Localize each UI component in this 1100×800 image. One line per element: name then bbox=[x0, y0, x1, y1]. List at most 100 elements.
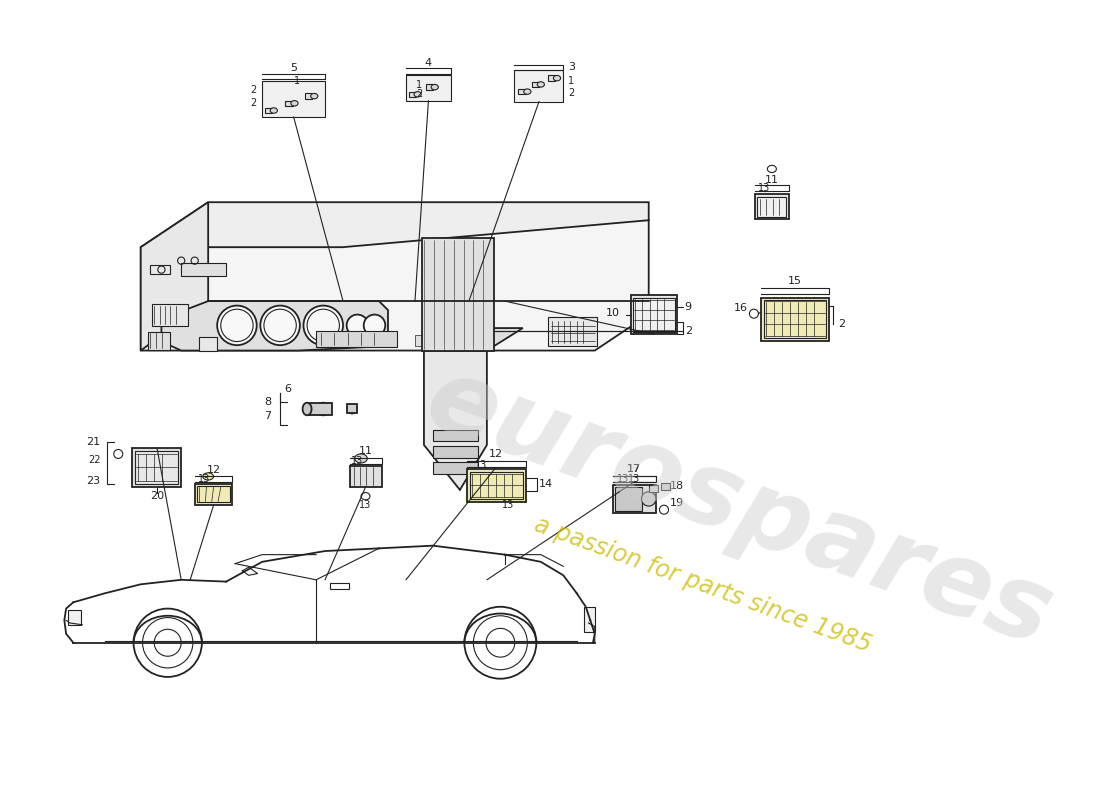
Text: 1: 1 bbox=[294, 76, 299, 86]
Bar bbox=[431, 335, 443, 346]
Bar bbox=[470, 472, 522, 499]
Text: 13: 13 bbox=[198, 474, 210, 484]
Text: 2: 2 bbox=[250, 85, 256, 95]
Circle shape bbox=[473, 616, 527, 670]
Ellipse shape bbox=[310, 94, 318, 99]
Ellipse shape bbox=[202, 473, 213, 480]
Text: 13: 13 bbox=[617, 474, 629, 484]
Bar bbox=[316, 330, 397, 347]
Ellipse shape bbox=[431, 85, 438, 90]
Bar bbox=[286, 101, 293, 106]
Ellipse shape bbox=[414, 92, 421, 97]
Bar bbox=[182, 263, 227, 276]
Text: 18: 18 bbox=[670, 482, 684, 491]
Bar bbox=[197, 486, 230, 502]
Circle shape bbox=[133, 609, 202, 677]
Text: 7: 7 bbox=[264, 411, 271, 421]
Text: 4: 4 bbox=[425, 58, 432, 68]
Bar bbox=[433, 446, 477, 458]
Bar bbox=[448, 335, 460, 346]
Polygon shape bbox=[141, 202, 208, 350]
Text: 2: 2 bbox=[250, 98, 256, 108]
Polygon shape bbox=[141, 220, 649, 350]
Text: 12: 12 bbox=[488, 449, 503, 459]
Text: 22: 22 bbox=[88, 455, 100, 466]
Text: 20: 20 bbox=[150, 491, 164, 501]
Bar bbox=[262, 81, 326, 117]
Bar bbox=[153, 304, 188, 326]
Bar bbox=[415, 335, 428, 346]
Text: 10: 10 bbox=[606, 308, 620, 318]
Text: 6: 6 bbox=[284, 384, 290, 394]
Circle shape bbox=[641, 492, 656, 506]
Polygon shape bbox=[424, 350, 487, 490]
Polygon shape bbox=[162, 301, 388, 350]
Circle shape bbox=[217, 306, 256, 345]
Bar bbox=[68, 610, 80, 625]
Polygon shape bbox=[422, 238, 494, 350]
Ellipse shape bbox=[524, 89, 531, 94]
Polygon shape bbox=[199, 337, 217, 350]
Bar bbox=[433, 462, 477, 474]
Text: 13: 13 bbox=[628, 474, 640, 484]
Ellipse shape bbox=[553, 75, 561, 81]
Bar bbox=[265, 108, 272, 114]
Bar bbox=[307, 402, 332, 415]
Bar bbox=[518, 89, 526, 94]
Circle shape bbox=[143, 618, 192, 668]
Text: 13: 13 bbox=[758, 183, 770, 193]
Bar bbox=[548, 75, 556, 81]
Bar bbox=[584, 606, 595, 632]
Bar bbox=[761, 298, 828, 341]
Text: 2: 2 bbox=[416, 90, 422, 99]
Text: 17: 17 bbox=[627, 464, 641, 474]
Bar bbox=[755, 194, 789, 219]
Text: eurospares: eurospares bbox=[412, 348, 1065, 668]
Text: 15: 15 bbox=[789, 276, 802, 286]
Text: 17: 17 bbox=[627, 464, 641, 474]
Bar bbox=[135, 451, 177, 484]
Polygon shape bbox=[141, 202, 649, 247]
Text: 1: 1 bbox=[568, 76, 574, 86]
Text: 21: 21 bbox=[86, 438, 100, 447]
Bar bbox=[548, 318, 597, 346]
Text: 5: 5 bbox=[290, 63, 297, 74]
Bar bbox=[306, 94, 312, 99]
Text: 13: 13 bbox=[351, 456, 363, 466]
Text: 13: 13 bbox=[475, 460, 487, 470]
Ellipse shape bbox=[537, 82, 544, 87]
Ellipse shape bbox=[354, 454, 367, 463]
Text: 12: 12 bbox=[207, 465, 221, 475]
Text: 8: 8 bbox=[264, 397, 271, 406]
Bar bbox=[409, 92, 416, 97]
Bar bbox=[634, 298, 674, 332]
Bar bbox=[350, 466, 382, 487]
Circle shape bbox=[304, 306, 343, 345]
Text: 13: 13 bbox=[360, 500, 372, 510]
Bar bbox=[514, 70, 563, 102]
Bar bbox=[468, 470, 526, 502]
Text: 2: 2 bbox=[568, 87, 574, 98]
Ellipse shape bbox=[290, 101, 298, 106]
Text: 9: 9 bbox=[684, 302, 692, 312]
Polygon shape bbox=[424, 328, 522, 350]
Bar bbox=[433, 430, 477, 442]
Text: 1: 1 bbox=[417, 80, 422, 90]
Ellipse shape bbox=[348, 405, 356, 414]
Bar bbox=[613, 485, 656, 514]
Text: 11: 11 bbox=[764, 174, 779, 185]
Bar bbox=[150, 265, 169, 274]
Bar bbox=[531, 82, 539, 87]
Bar bbox=[661, 482, 670, 490]
Text: 16: 16 bbox=[734, 303, 748, 314]
Bar bbox=[147, 332, 170, 350]
Ellipse shape bbox=[316, 402, 330, 415]
Text: 19: 19 bbox=[670, 498, 684, 508]
Text: 23: 23 bbox=[86, 476, 100, 486]
Text: a passion for parts since 1985: a passion for parts since 1985 bbox=[531, 512, 874, 657]
Circle shape bbox=[464, 606, 537, 678]
Bar bbox=[132, 448, 182, 487]
Bar bbox=[763, 300, 826, 338]
Ellipse shape bbox=[271, 108, 277, 114]
Bar bbox=[649, 485, 658, 492]
